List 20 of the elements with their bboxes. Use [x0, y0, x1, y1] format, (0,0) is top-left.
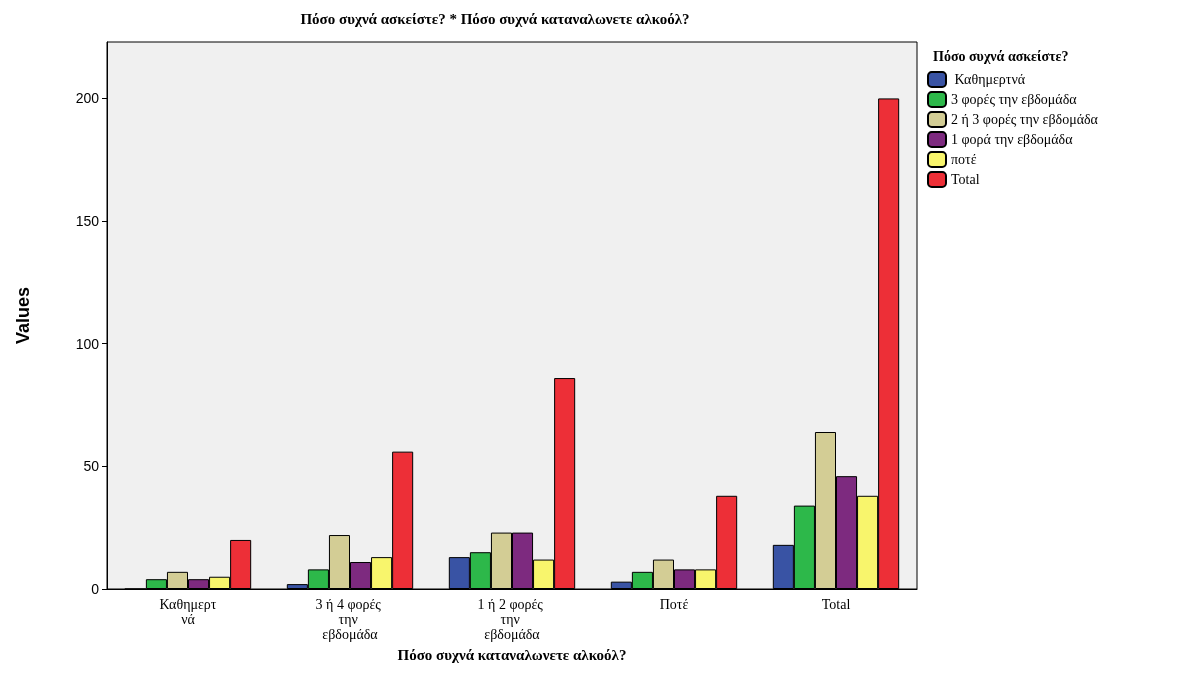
- legend-label: Καθημερτνά: [951, 72, 1026, 87]
- legend-label: Total: [951, 172, 980, 187]
- legend-label: 1 φορά την εβδομάδα: [951, 132, 1074, 147]
- chart-title: Πόσο συχνά ασκείστε? * Πόσο συχνά καταναλωνετε αλκοόλ?: [300, 10, 690, 27]
- y-tick-label: 50: [83, 458, 100, 475]
- legend-label: 3 φορές την εβδομάδα: [951, 92, 1078, 107]
- x-tick-label: 3 ή 4 φορές την εβδομάδα: [315, 597, 385, 642]
- y-tick-label: 0: [91, 581, 100, 597]
- x-tick-label: Καθημερτνά: [159, 597, 217, 627]
- y-tick-label: 150: [75, 213, 100, 230]
- x-axis-title: Πόσο συχνά καταναλωνετε αλκοόλ?: [397, 646, 627, 663]
- legend-title: Πόσο συχνά ασκείστε?: [933, 48, 1069, 64]
- x-tick-label: 1 ή 2 φορές την εβδομάδα: [477, 597, 547, 642]
- legend-label: 2 ή 3 φορές την εβδομάδα: [951, 112, 1099, 127]
- legend-label: ποτέ: [951, 152, 977, 167]
- y-tick-label: 200: [75, 90, 100, 107]
- x-tick-label: Total: [821, 597, 851, 612]
- y-axis-title: Values: [13, 286, 33, 345]
- y-tick-label: 100: [75, 335, 100, 352]
- x-tick-label: Ποτέ: [659, 597, 689, 612]
